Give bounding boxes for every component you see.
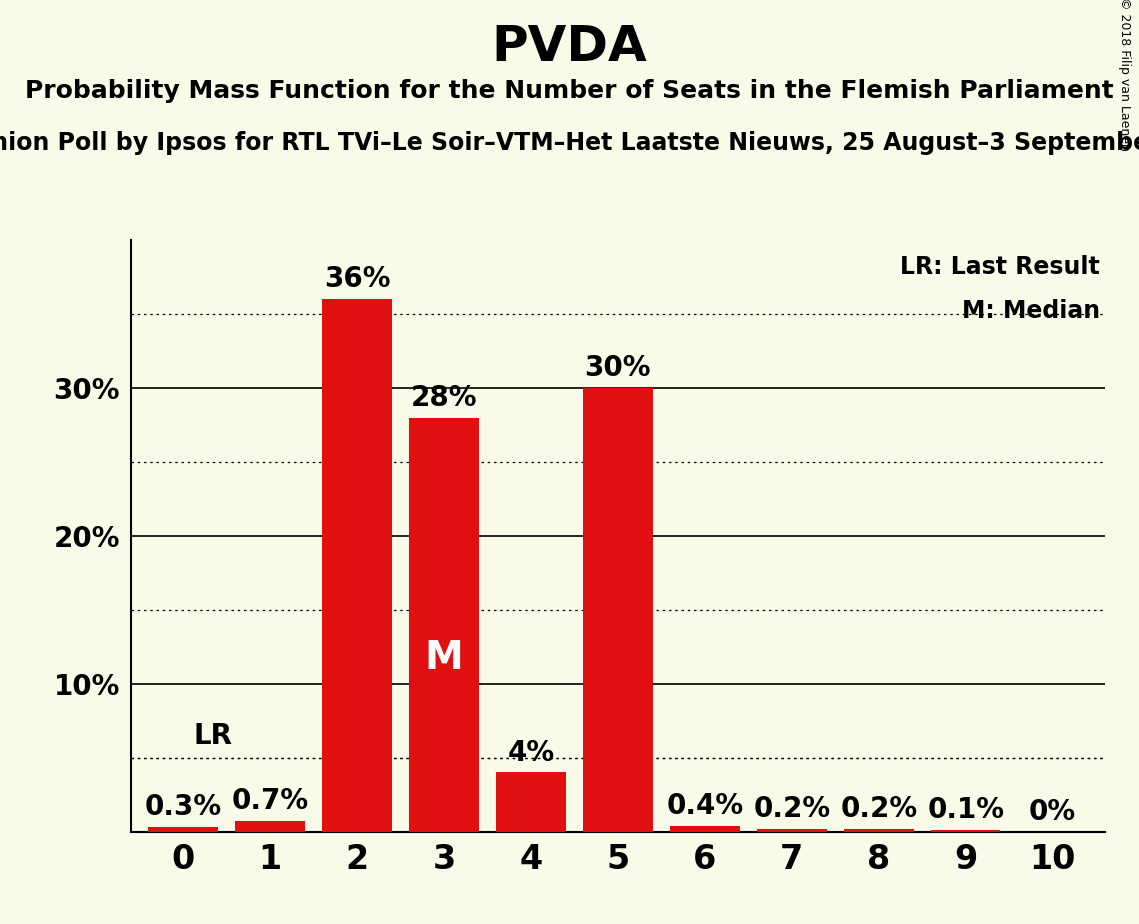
Bar (236, 821, 305, 832)
Text: 0.7%: 0.7% (231, 787, 309, 815)
Text: 0.2%: 0.2% (841, 795, 917, 822)
Text: M: Median: M: Median (961, 299, 1100, 323)
Text: 0.2%: 0.2% (753, 795, 830, 822)
Bar (844, 829, 913, 832)
Text: 0.1%: 0.1% (927, 796, 1005, 824)
Bar (322, 299, 392, 832)
Text: 0.3%: 0.3% (145, 793, 222, 821)
Text: an Opinion Poll by Ipsos for RTL TVi–Le Soir–VTM–Het Laatste Nieuws, 25 August–3: an Opinion Poll by Ipsos for RTL TVi–Le … (0, 131, 1139, 155)
Bar (670, 826, 739, 832)
Text: M: M (425, 638, 464, 676)
Text: LR: LR (194, 723, 232, 750)
Bar (583, 388, 653, 832)
Text: 0.4%: 0.4% (666, 792, 744, 820)
Bar (409, 418, 478, 832)
Text: 28%: 28% (411, 383, 477, 412)
Text: PVDA: PVDA (492, 23, 647, 71)
Text: 30%: 30% (584, 354, 652, 383)
Text: © 2018 Filip van Laenen: © 2018 Filip van Laenen (1118, 0, 1131, 151)
Text: LR: Last Result: LR: Last Result (900, 255, 1100, 279)
Bar (148, 827, 218, 832)
Text: 4%: 4% (507, 738, 555, 767)
Bar (497, 772, 566, 832)
Bar (931, 830, 1000, 832)
Text: 36%: 36% (323, 265, 391, 294)
Text: 0%: 0% (1030, 797, 1076, 826)
Text: Probability Mass Function for the Number of Seats in the Flemish Parliament: Probability Mass Function for the Number… (25, 79, 1114, 103)
Bar (757, 829, 827, 832)
